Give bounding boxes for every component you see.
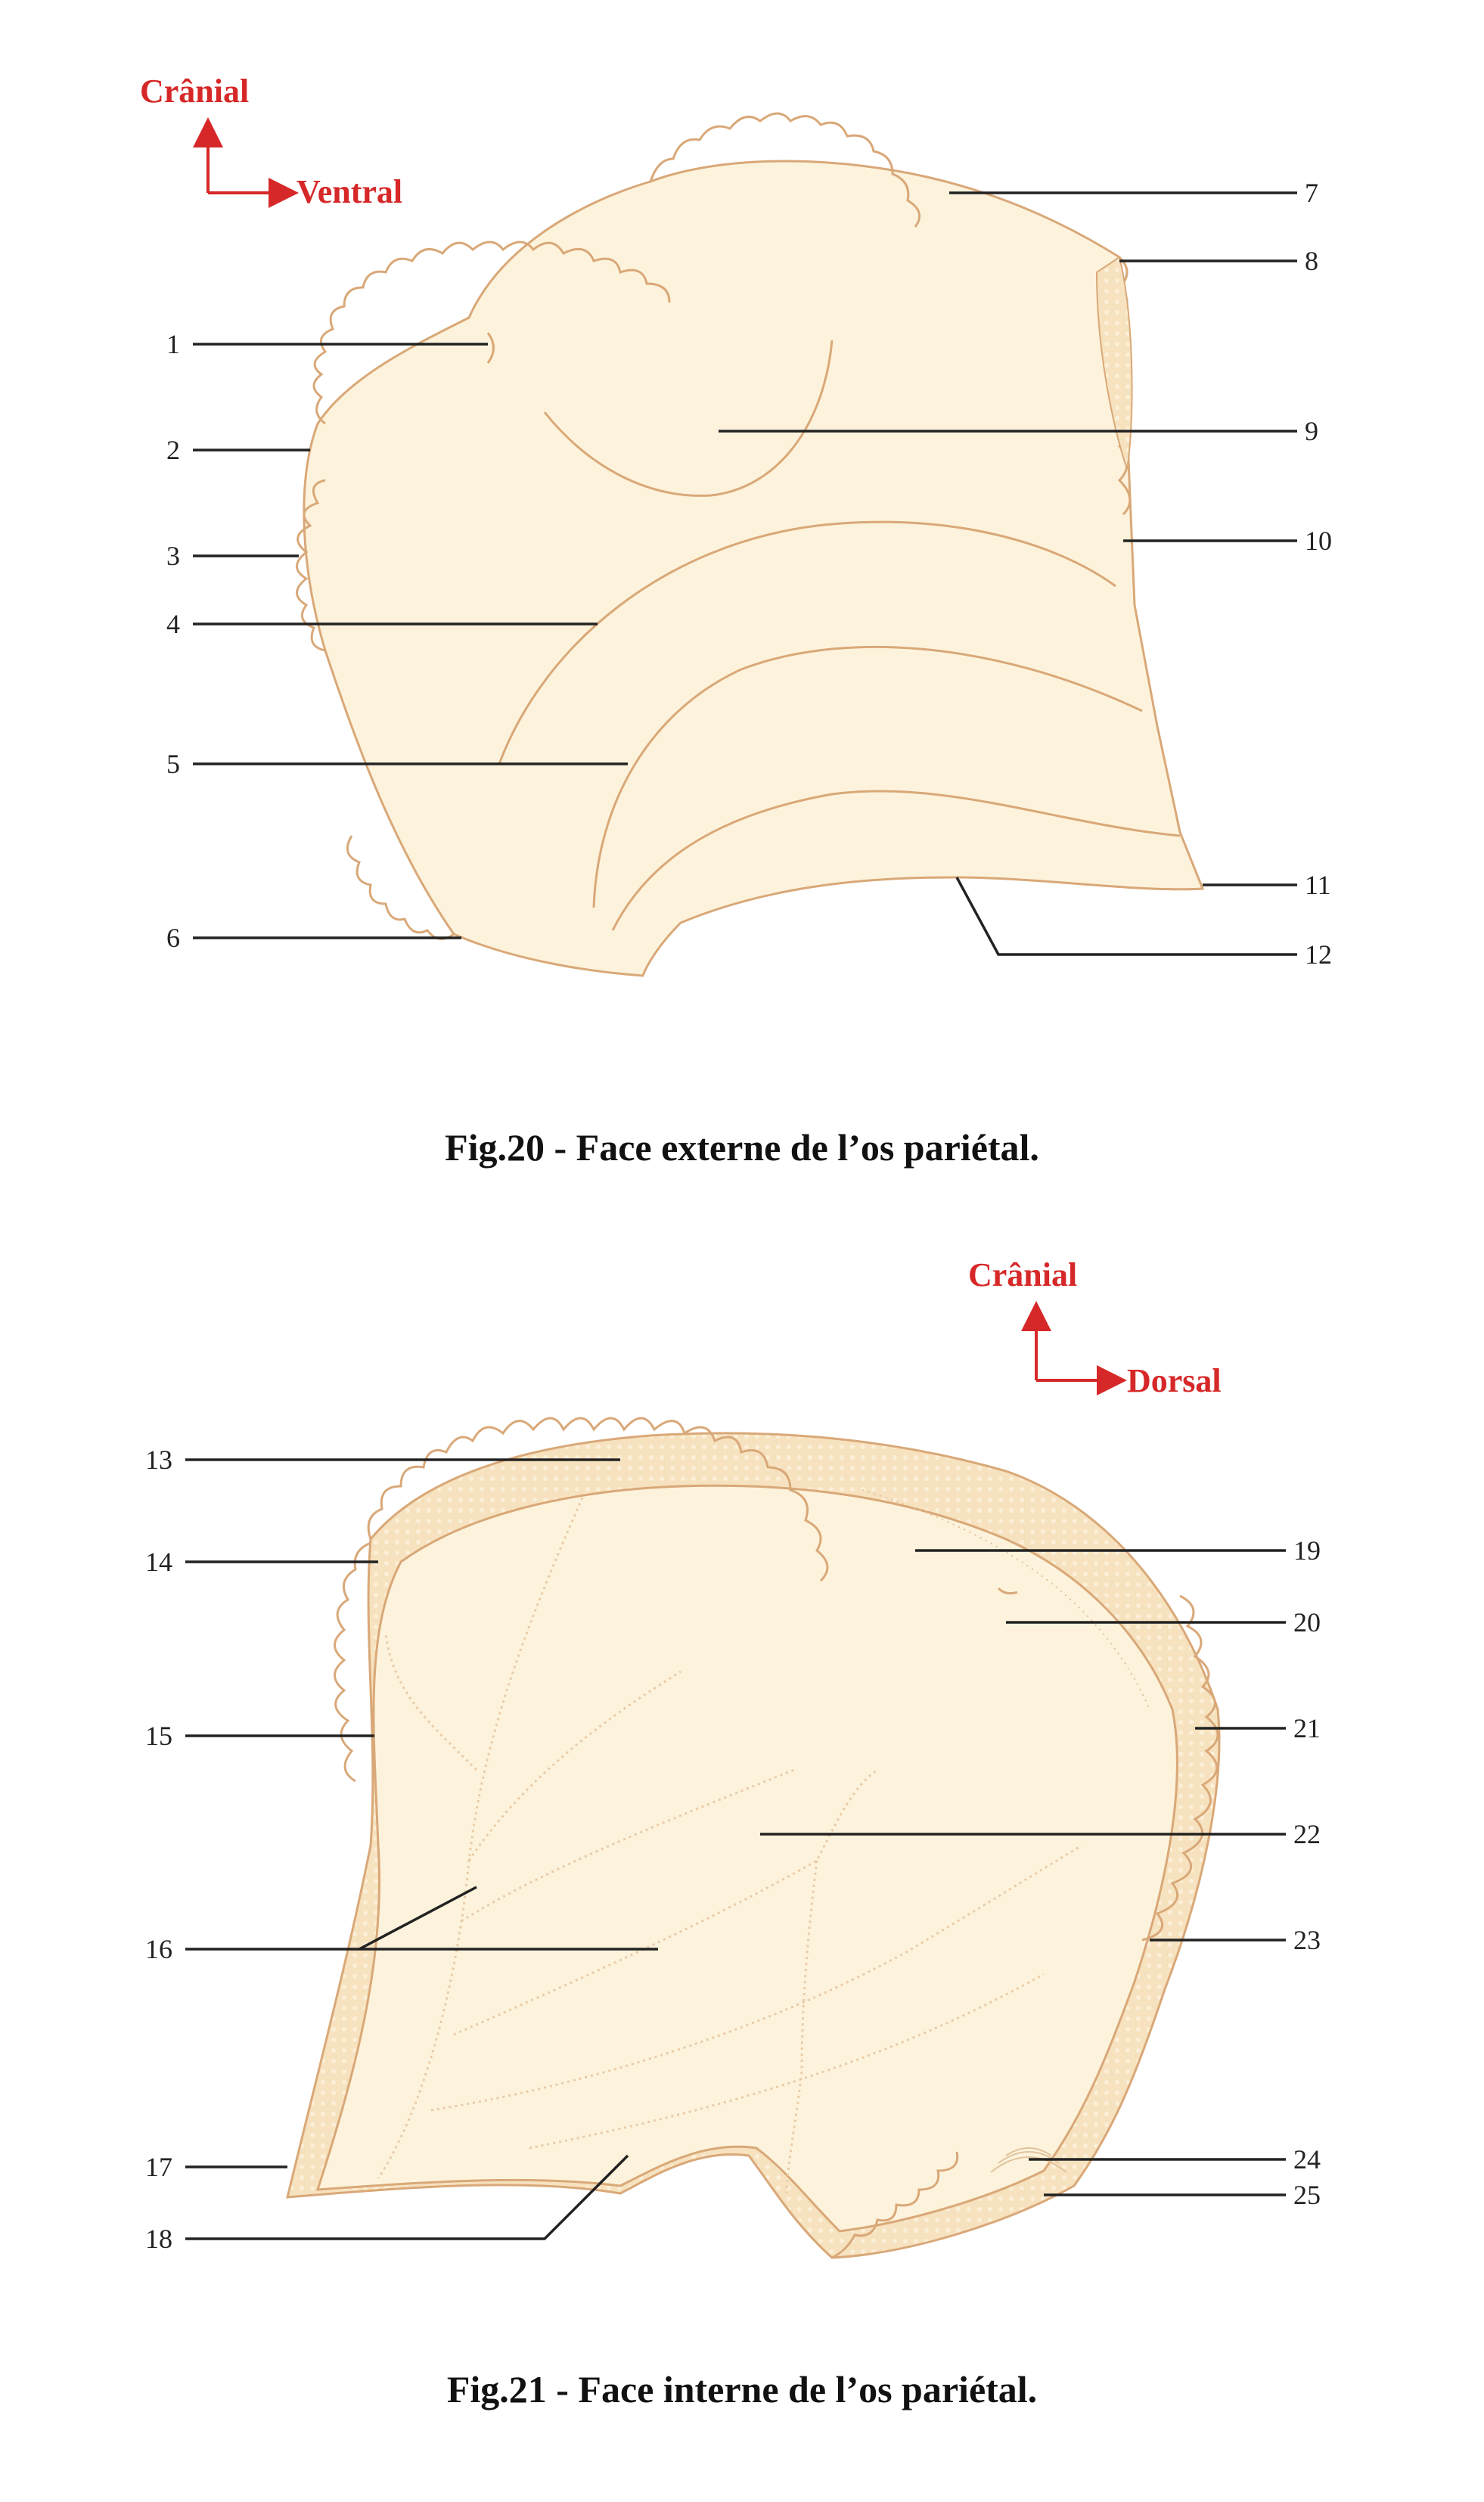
figure-20: Crânial Ventral	[0, 0, 1484, 1240]
label-13: 13	[145, 1445, 172, 1475]
fig21-parietal-bone	[286, 1417, 1221, 2259]
fig21-fringe-left	[334, 1541, 371, 1783]
label-3: 3	[166, 541, 180, 571]
label-12: 12	[1305, 939, 1332, 970]
label-21: 21	[1293, 1713, 1321, 1743]
label-23: 23	[1293, 1925, 1321, 1955]
label-14: 14	[145, 1547, 172, 1577]
label-19: 19	[1293, 1535, 1321, 1566]
fig21-fringe-top	[367, 1417, 829, 1582]
label-25: 25	[1293, 2180, 1321, 2210]
label-7: 7	[1305, 178, 1318, 208]
fig20-bone-outline	[303, 160, 1205, 977]
fig21-orientation: Crânial Dorsal	[968, 1256, 1222, 1399]
label-6: 6	[166, 923, 180, 953]
label-11: 11	[1305, 870, 1331, 900]
fig21-leaders	[185, 1458, 1286, 2240]
label-8: 8	[1305, 246, 1318, 276]
fig21-numbers: 13 14 15 16 17 18 19 20 21 22 23 24 25	[145, 1445, 1321, 2254]
fig21-groove-4	[453, 1768, 878, 2036]
fig20-caption: Fig.20 - Face externe de l’os pariétal.	[445, 1126, 1039, 1169]
fig20-diagram: Crânial Ventral	[140, 73, 1332, 977]
fig21-groove-3	[384, 1633, 478, 1771]
fig21-groove-2	[461, 1768, 795, 1923]
label-1: 1	[166, 329, 180, 359]
label-18: 18	[145, 2224, 172, 2254]
fig21-caption: Fig.21 - Face interne de l’os pariétal.	[446, 2368, 1038, 2410]
fig21-orientation-right: Dorsal	[1127, 1362, 1222, 1399]
fig20-line-9	[543, 340, 834, 497]
fig20-line-5	[592, 645, 1143, 908]
label-2: 2	[166, 435, 180, 465]
label-16: 16	[145, 1934, 172, 1964]
fig21-groove-6	[785, 1860, 818, 2194]
fig21-foramen	[997, 1587, 1018, 1595]
label-17: 17	[145, 2152, 172, 2182]
fig21-fringe-right	[1141, 1594, 1219, 1942]
label-15: 15	[145, 1721, 172, 1751]
fig20-leaders	[193, 191, 1297, 956]
leader-12	[955, 877, 1297, 956]
fig20-fringe-top-left	[312, 241, 671, 425]
label-4: 4	[166, 609, 180, 639]
figure-21: Crânial Dorsal	[0, 1240, 1484, 2502]
fig20-fringe-bottom-left	[346, 835, 455, 940]
leader-18	[185, 2154, 629, 2240]
fig20-foramen	[486, 332, 495, 364]
label-24: 24	[1293, 2144, 1321, 2175]
fig20-line-crest	[611, 790, 1181, 931]
label-9: 9	[1305, 416, 1318, 446]
fig21-groove-5	[430, 1844, 1082, 2112]
fig20-parietal-bone	[296, 112, 1205, 977]
label-20: 20	[1293, 1607, 1321, 1637]
label-5: 5	[166, 749, 180, 779]
fig21-fringe-bottom	[831, 2151, 959, 2259]
fig20-orientation-up: Crânial	[140, 73, 249, 110]
fig20-orientation-right: Ventral	[296, 173, 402, 210]
label-10: 10	[1305, 526, 1332, 556]
fig20-fringe-top	[649, 112, 921, 228]
label-22: 22	[1293, 1819, 1321, 1849]
fig20-orientation: Crânial Ventral	[140, 73, 402, 210]
leader-16b	[359, 1886, 477, 1951]
fig20-ventral-border	[1095, 256, 1133, 470]
fig20-numbers: 1 2 3 4 5 6 7 8 9 10 11 12	[166, 178, 1332, 970]
fig21-groove-7	[529, 1973, 1045, 2150]
fig21-orientation-up: Crânial	[968, 1256, 1077, 1293]
fig21-diagram: Crânial Dorsal	[145, 1256, 1321, 2259]
fig21-inner-face	[315, 1484, 1178, 2233]
fig20-line-4	[498, 520, 1116, 765]
fig20-fringe-left	[296, 479, 326, 652]
fig21-groove-1	[467, 1670, 681, 1861]
